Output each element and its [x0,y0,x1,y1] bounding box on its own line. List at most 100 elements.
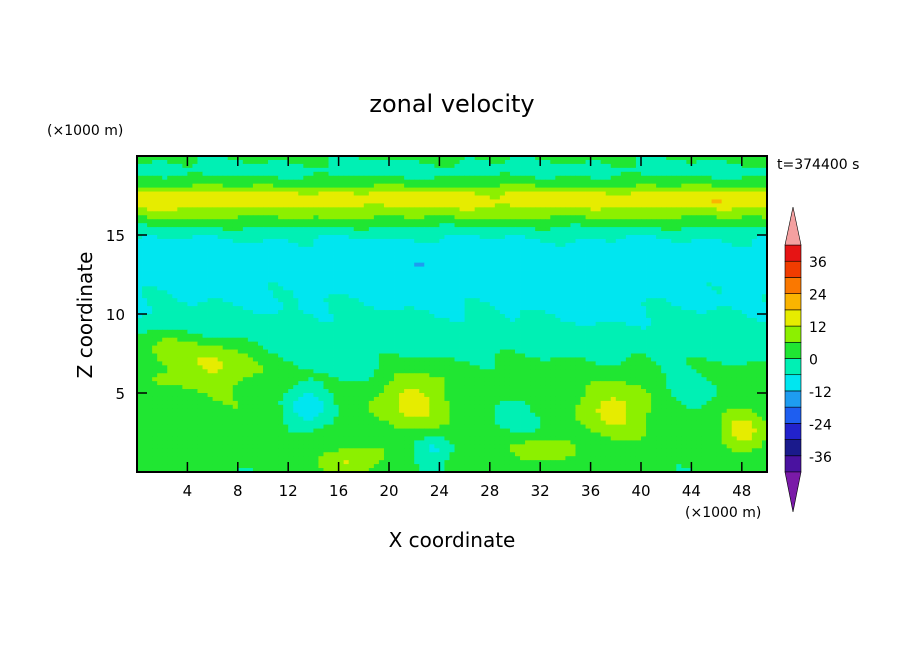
field-cell [137,215,143,220]
field-cell [600,310,607,315]
field-cell [242,286,249,291]
field-cell [434,175,440,181]
field-cell [615,195,622,200]
field-cell [237,203,244,208]
field-cell [419,179,425,185]
field-cell [373,262,380,267]
field-cell [625,286,632,291]
field-cell [167,227,173,232]
field-cell [343,215,350,220]
field-cell [222,156,229,161]
field-cell [142,270,148,275]
field-cell [545,282,551,287]
field-cell [252,306,259,311]
field-cell [600,187,607,192]
field-cell [751,156,758,161]
field-cell [278,235,284,240]
field-cell [691,310,697,315]
field-cell [207,183,213,188]
field-cell [525,266,531,271]
field-cell [157,211,163,216]
field-cell [590,215,597,220]
field-cell [691,231,697,236]
field-cell [308,294,314,299]
field-cell [237,298,244,303]
field-cell [389,187,395,192]
field-cell [439,199,445,204]
field-cell [666,258,672,264]
field-cell [273,242,279,248]
field-cell [278,195,284,200]
field-cell [409,306,415,311]
field-cell [313,306,319,311]
field-cell [746,179,753,185]
field-cell [288,274,294,279]
field-cell [383,306,390,311]
field-cell [535,159,541,165]
field-cell [585,215,591,220]
field-cell [474,250,481,256]
field-cell [373,187,380,192]
field-cell [605,306,612,311]
field-cell [308,238,314,244]
field-cell [696,231,702,236]
field-cell [318,223,324,228]
field-cell [716,270,723,275]
field-cell [736,211,743,216]
field-cell [756,215,763,220]
field-cell [212,223,219,228]
field-cell [635,258,642,264]
field-cell [600,211,607,216]
field-cell [630,250,637,256]
field-cell [701,183,707,188]
field-cell [137,211,143,216]
field-cell [726,246,733,252]
field-cell [207,290,213,295]
field-cell [323,238,329,244]
field-cell [449,223,455,228]
field-cell [252,254,259,260]
field-cell [333,266,339,271]
field-cell [595,203,602,208]
field-cell [394,238,400,244]
field-cell [509,156,516,161]
field-cell [530,199,536,204]
field-cell [268,195,274,200]
field-cell [172,231,178,236]
field-cell [313,286,319,291]
field-cell [328,191,334,196]
field-cell [484,159,491,165]
field-cell [615,171,622,177]
field-cell [520,258,526,264]
field-cell [318,262,324,267]
field-cell [620,310,627,315]
field-cell [142,207,148,212]
field-cell [212,156,219,161]
field-cell [590,219,597,224]
field-cell [560,207,566,212]
field-cell [676,187,682,192]
field-cell [746,156,753,161]
field-cell [716,167,723,173]
field-cell [525,290,531,295]
field-cell [464,290,471,295]
field-cell [580,167,586,173]
field-cell [555,211,561,216]
field-cell [197,286,203,291]
field-cell [610,250,617,256]
field-cell [353,215,360,220]
field-cell [605,310,612,315]
field-cell [620,191,627,196]
field-cell [283,207,289,212]
field-cell [585,250,591,256]
field-cell [187,191,193,196]
field-cell [585,246,591,252]
field-cell [469,183,476,188]
field-cell [585,294,591,299]
field-cell [308,199,314,204]
field-cell [484,246,491,252]
field-cell [399,294,405,299]
field-cell [197,298,203,303]
field-cell [187,223,193,228]
field-cell [751,163,758,169]
